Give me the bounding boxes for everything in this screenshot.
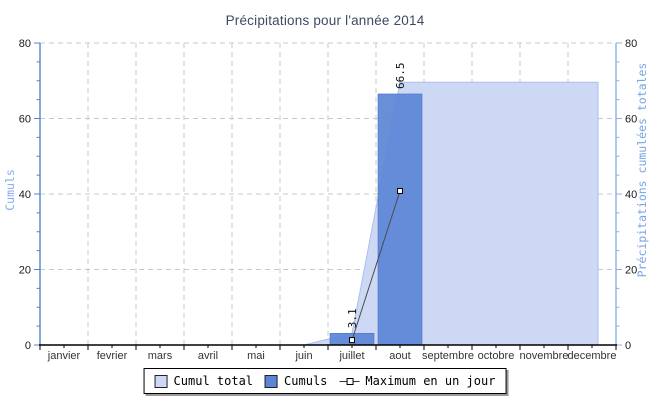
svg-text:decembre: decembre (568, 350, 617, 362)
svg-text:novembre: novembre (520, 350, 569, 362)
legend-item-label: Cumuls (284, 374, 328, 388)
svg-text:3.1: 3.1 (346, 308, 359, 328)
svg-text:septembre: septembre (422, 350, 474, 362)
svg-text:80: 80 (19, 38, 31, 50)
svg-text:40: 40 (625, 189, 637, 201)
legend-swatch-cumul-total-icon (154, 374, 168, 388)
svg-text:mars: mars (148, 350, 173, 362)
legend-line-marker-icon (339, 377, 360, 385)
svg-text:avril: avril (198, 350, 218, 362)
svg-text:0: 0 (625, 340, 631, 352)
legend-swatch-cumuls-icon (265, 374, 279, 388)
svg-text:40: 40 (19, 189, 31, 201)
svg-text:20: 20 (625, 265, 637, 277)
svg-text:fevrier: fevrier (97, 350, 128, 362)
svg-text:60: 60 (625, 114, 637, 126)
svg-text:octobre: octobre (478, 350, 515, 362)
y-axis-label-right: Précipitations cumulées totales (635, 62, 649, 278)
legend-item-maximum: Maximum en un jour (339, 374, 495, 388)
svg-text:66.5: 66.5 (394, 62, 407, 89)
y-axis-label-left: Cumuls (3, 169, 17, 211)
legend-item-cumul-total: Cumul total (154, 374, 254, 388)
legend-item-label: Cumul total (173, 374, 254, 388)
svg-text:80: 80 (625, 38, 637, 50)
legend: Cumul total Cumuls Maximum en un jour (143, 368, 507, 394)
legend-item-cumuls: Cumuls (265, 374, 327, 388)
svg-text:aout: aout (389, 350, 410, 362)
svg-text:0: 0 (25, 340, 31, 352)
svg-text:juillet: juillet (338, 350, 364, 362)
legend-item-label: Maximum en un jour (365, 374, 496, 388)
svg-text:juin: juin (294, 350, 312, 362)
svg-text:mai: mai (247, 350, 265, 362)
svg-text:20: 20 (19, 265, 31, 277)
svg-text:janvier: janvier (47, 350, 81, 362)
svg-text:60: 60 (19, 114, 31, 126)
chart-title: Précipitations pour l'année 2014 (225, 13, 425, 28)
